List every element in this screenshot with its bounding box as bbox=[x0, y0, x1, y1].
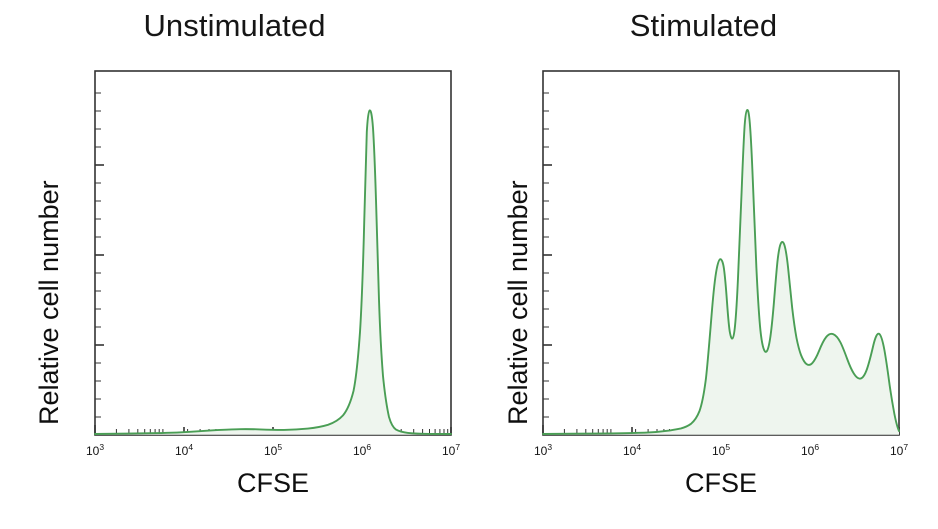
x-tick-label-0: 103 bbox=[534, 442, 552, 458]
x-tick-label-0: 103 bbox=[86, 442, 104, 458]
x-tick-exp-2: 5 bbox=[277, 442, 282, 452]
x-tick-label-2: 105 bbox=[264, 442, 282, 458]
x-tick-exp-0: 3 bbox=[99, 442, 104, 452]
x-tick-label-4: 107 bbox=[890, 442, 908, 458]
x-tick-labels-unstimulated: 103 104 105 106 107 bbox=[86, 442, 460, 458]
x-tick-exp-0: 3 bbox=[547, 442, 552, 452]
panel-title-stimulated: Stimulated bbox=[629, 8, 778, 43]
x-tick-label-1: 104 bbox=[623, 442, 641, 458]
x-tick-label-3: 106 bbox=[353, 442, 371, 458]
x-tick-exp-3: 6 bbox=[814, 442, 819, 452]
histogram-trace-unstimulated bbox=[94, 109, 452, 435]
panel-title-unstimulated: Unstimulated bbox=[143, 8, 326, 43]
x-tick-exp-4: 7 bbox=[903, 442, 908, 452]
x-tick-label-4: 107 bbox=[442, 442, 460, 458]
x-axis-label-unstimulated: CFSE bbox=[236, 468, 309, 498]
x-tick-label-2: 105 bbox=[712, 442, 730, 458]
plot-area-unstimulated: 103 104 105 106 107 bbox=[86, 70, 460, 458]
x-tick-exp-3: 6 bbox=[366, 442, 371, 452]
x-tick-label-1: 104 bbox=[175, 442, 193, 458]
panel-stimulated: Stimulated Relative cell number CFSE bbox=[469, 0, 938, 529]
x-tick-label-3: 106 bbox=[801, 442, 819, 458]
plot-frame-unstimulated bbox=[94, 70, 452, 436]
histogram-trace-stimulated bbox=[542, 109, 900, 435]
y-ticks-stimulated bbox=[543, 92, 552, 418]
x-tick-exp-1: 4 bbox=[636, 442, 641, 452]
x-axis-label-stimulated: CFSE bbox=[684, 468, 757, 498]
x-tick-exp-2: 5 bbox=[725, 442, 730, 452]
y-ticks-unstimulated bbox=[95, 92, 104, 418]
x-tick-exp-4: 7 bbox=[455, 442, 460, 452]
panel-unstimulated: Unstimulated Relative cell number CFSE bbox=[34, 8, 460, 498]
x-tick-exp-1: 4 bbox=[188, 442, 193, 452]
plot-area-stimulated: 103 104 105 106 107 bbox=[534, 70, 908, 458]
histogram-fill-unstimulated bbox=[95, 110, 451, 435]
x-tick-labels-stimulated: 103 104 105 106 107 bbox=[534, 442, 908, 458]
histogram-fill-stimulated bbox=[543, 109, 899, 435]
